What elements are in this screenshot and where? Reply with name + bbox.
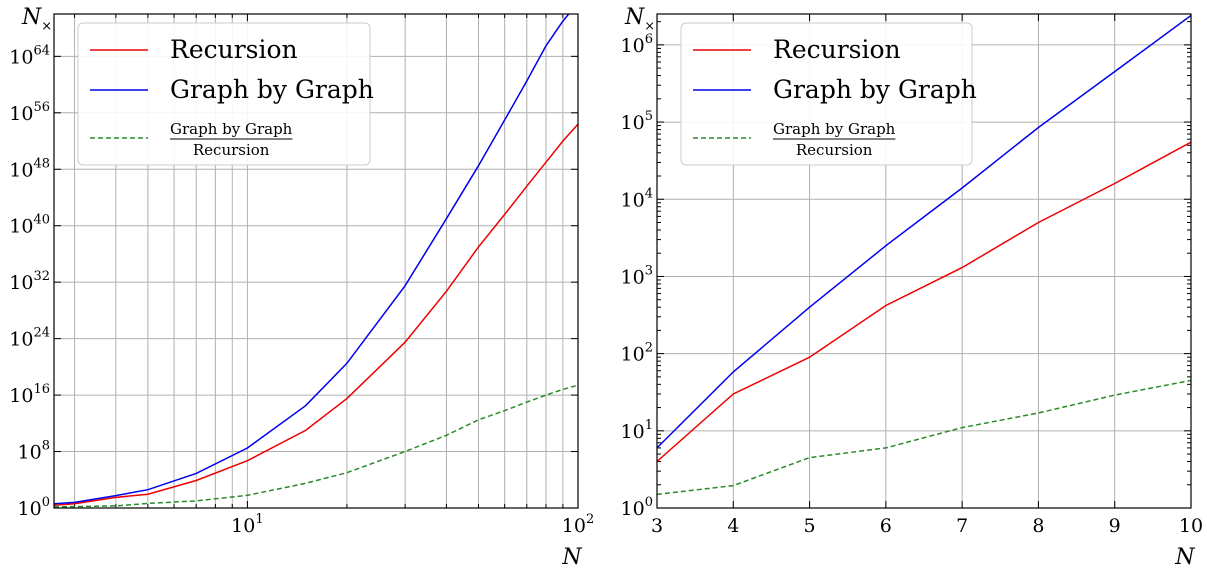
legend-label-numerator: Graph by Graph xyxy=(170,120,293,138)
y-tick-label: 100 xyxy=(621,495,653,520)
x-tick-label: 8 xyxy=(1032,515,1044,537)
x-tick-label: 7 xyxy=(956,515,968,537)
y-tick-label: 1064 xyxy=(9,43,50,68)
legend: Recursion Graph by Graph Graph by Graph Rec… xyxy=(77,22,374,166)
x-tick-label: 6 xyxy=(880,515,892,537)
y-tick-label: 104 xyxy=(621,186,653,211)
y-tick-label: 108 xyxy=(18,439,50,464)
y-tick-label: 1032 xyxy=(9,269,50,294)
legend: Recursion Graph by Graph Graph by Graph Rec… xyxy=(680,22,977,166)
series-line-graph-by-graph xyxy=(657,14,1191,449)
legend-label-denominator: Recursion xyxy=(796,141,873,159)
chart-panel-right: 100 101 102 103 104 105 106 3 4 5 6 7 8 9 10 N× N Recursi… xyxy=(621,5,1204,570)
y-tick-label: 103 xyxy=(621,263,653,288)
y-tick-label: 1056 xyxy=(9,100,50,125)
plot-frame xyxy=(53,13,579,509)
series-line-graph-by-graph xyxy=(54,14,570,505)
y-tick-label: 1048 xyxy=(9,156,50,181)
legend-label: Graph by Graph xyxy=(170,75,374,104)
legend-label: Graph by Graph xyxy=(773,75,977,104)
series-line-ratio xyxy=(54,384,578,508)
x-tick-label: 10 xyxy=(1179,515,1203,537)
legend-label-numerator: Graph by Graph xyxy=(773,120,896,138)
x-tick-label: 3 xyxy=(651,515,663,537)
legend-label: Recursion xyxy=(170,35,298,64)
y-tick-label: 105 xyxy=(621,109,653,134)
x-tick-label: 4 xyxy=(727,515,739,537)
y-tick-label: 1016 xyxy=(9,382,50,407)
x-tick-label: 101 xyxy=(231,512,263,537)
legend-box xyxy=(680,22,973,166)
plot-frame xyxy=(656,13,1192,509)
x-tick-label: 5 xyxy=(804,515,816,537)
legend-label: Recursion xyxy=(773,35,901,64)
x-tick-label: 9 xyxy=(1109,515,1121,537)
legend-label-denominator: Recursion xyxy=(193,141,270,159)
legend-box xyxy=(77,22,371,166)
x-tick-label: 102 xyxy=(562,512,594,537)
x-axis-label: N xyxy=(561,545,582,567)
chart-panel-left: 100 108 1016 1024 1032 1040 1048 1056 1064 101 102… xyxy=(9,5,594,570)
y-tick-label: 1040 xyxy=(9,213,50,238)
y-tick-label: 100 xyxy=(18,495,50,520)
x-axis-label: N xyxy=(1174,545,1195,567)
y-axis-label: N× xyxy=(624,5,655,34)
series-line-recursion xyxy=(54,123,578,506)
series-line-recursion xyxy=(657,141,1191,463)
y-tick-label: 102 xyxy=(621,341,653,366)
y-tick-label: 101 xyxy=(621,418,653,443)
series-line-ratio xyxy=(657,379,1191,496)
y-axis-label: N× xyxy=(21,5,52,34)
y-tick-label: 106 xyxy=(621,32,653,57)
y-tick-label: 1024 xyxy=(9,326,50,351)
